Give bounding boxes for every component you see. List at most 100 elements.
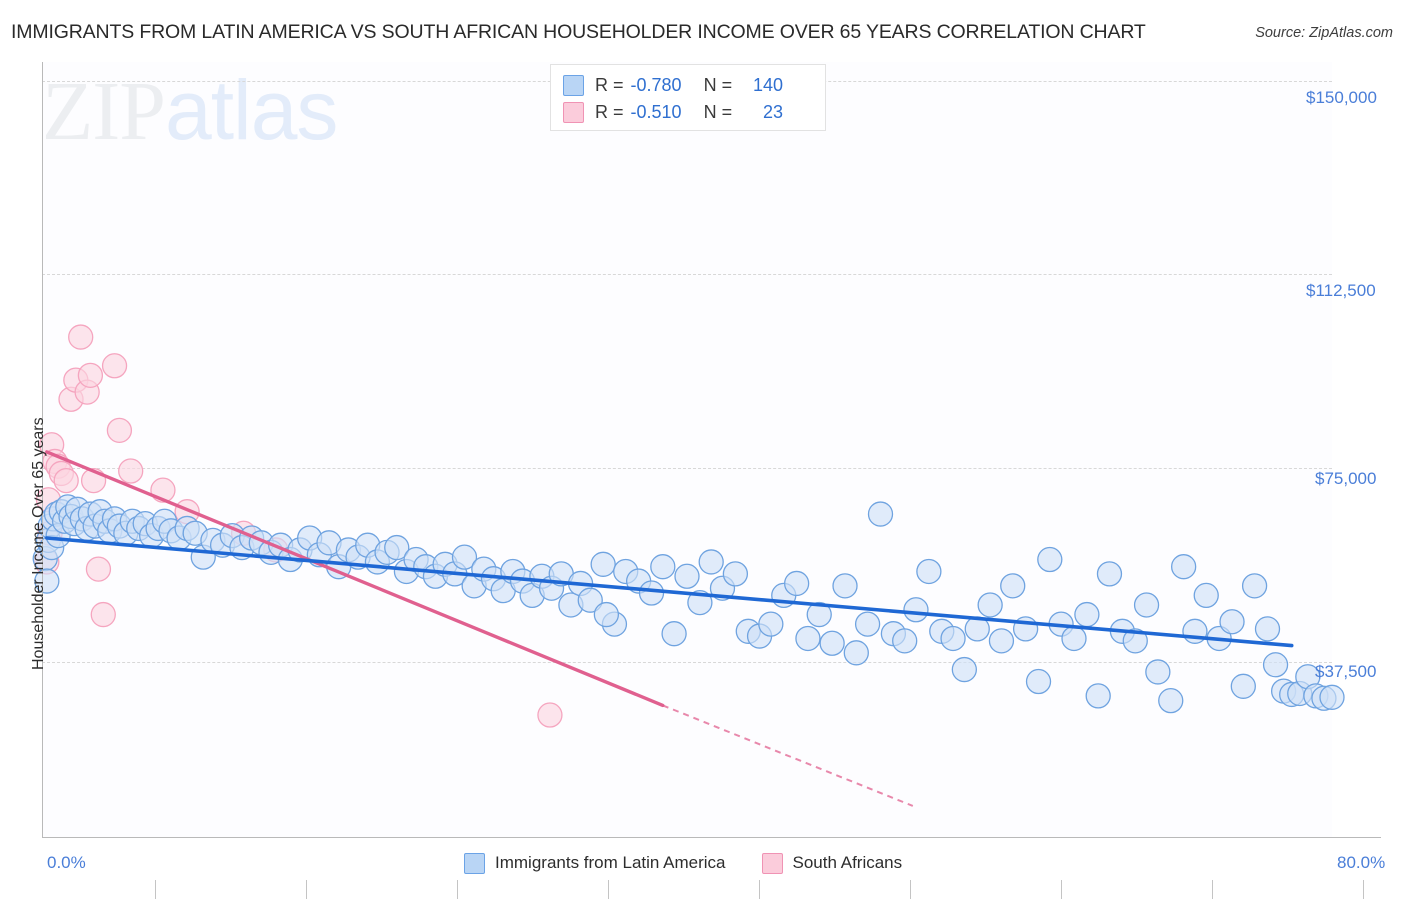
data-point [593,601,620,628]
data-point [638,580,665,606]
x-tick [1061,880,1062,899]
data-point [1262,652,1289,678]
legend-label-latin-america: Immigrants from Latin America [495,853,726,872]
data-point [722,561,749,587]
gridline-37500 [42,662,1332,663]
data-point [1171,554,1197,580]
data-point [1074,601,1100,628]
data-point [784,570,810,597]
legend-item-south-africans[interactable]: South Africans [761,852,903,874]
x-axis-line [42,837,1381,838]
data-point [577,587,603,613]
data-point [1254,616,1281,642]
x-tick [306,880,307,899]
legend-item-latin-america[interactable]: Immigrants from Latin America [464,852,726,874]
data-point [698,549,724,575]
data-point [758,611,784,637]
legend-swatch-blue-icon [464,852,485,874]
data-point [951,656,977,683]
r-value-south-africans: -0.510 [630,101,682,122]
x-tick [1363,880,1364,899]
x-tick-label-max: 80.0% [1337,853,1386,872]
trendline-latin-america [45,536,1294,648]
data-point [106,417,133,444]
y-axis-title: Householder Income Over 65 years [30,417,47,670]
data-point [1122,628,1148,654]
page-title: IMMIGRANTS FROM LATIN AMERICA VS SOUTH A… [11,21,1146,43]
x-tick [759,880,760,899]
data-point [1133,592,1160,618]
legend-label-south-africans: South Africans [792,853,903,872]
data-point [867,501,894,527]
r-value-latin-america: -0.780 [630,74,682,95]
n-value-south-africans: 23 [763,101,784,122]
data-point [854,611,881,637]
y-tick-label-112500: $112,500 [1306,281,1376,300]
data-point [1241,573,1268,599]
x-tick [457,880,458,899]
n-label: N = [703,74,733,95]
data-point [795,625,821,652]
data-point [1193,582,1219,609]
swatch-pink-icon [563,101,584,123]
data-point [1025,668,1052,695]
data-point [53,467,79,494]
data-point [1145,659,1171,685]
data-point [661,621,687,647]
data-point [674,563,700,589]
y-tick-label-150000: $150,000 [1306,88,1377,107]
gridline-75000 [42,468,1332,469]
data-point [101,353,128,379]
data-point [916,558,942,585]
data-point [892,628,918,654]
correlation-stats-box: R = -0.780 N = 140 R = -0.510 N = 23 [550,64,826,131]
data-point [1096,561,1123,587]
x-tick [155,880,156,899]
data-point [977,592,1003,618]
x-tick [608,880,609,899]
data-point [1061,625,1087,652]
x-tick [1212,880,1213,899]
data-point [819,630,845,656]
data-point [1319,684,1345,710]
stats-row-south-africans: R = -0.510 N = 23 [563,98,783,126]
data-point [451,544,478,570]
data-point [806,601,832,628]
r-label: R = [595,101,624,122]
data-point [384,534,410,561]
series-legend: Immigrants from Latin America South Afri… [464,851,938,875]
trendline-south-africans-extension [662,704,914,807]
data-point [1230,673,1256,699]
plot-area: ZIPatlas [32,62,1364,899]
data-point [940,625,966,652]
data-point [590,551,616,577]
data-point [90,601,116,628]
data-point [1085,683,1111,709]
data-point [988,628,1015,654]
x-tick [910,880,911,899]
gridline-112500 [42,274,1332,275]
data-point [1158,688,1184,714]
data-point [118,458,144,484]
data-point [843,640,869,666]
n-value-latin-america: 140 [753,74,784,95]
data-point [1219,609,1245,635]
plot-background [42,62,1332,837]
data-point [832,573,858,599]
y-tick-label-37500: $37,500 [1315,662,1377,681]
source-attribution: Source: ZipAtlas.com [1255,25,1393,41]
n-label: N = [703,101,733,122]
data-point [68,324,94,350]
scatter-canvas [32,324,1345,807]
data-point [903,597,929,623]
x-tick-label-min: 0.0% [47,853,86,872]
data-point [34,568,60,594]
swatch-blue-icon [563,74,584,96]
data-point [537,702,563,728]
data-point [650,554,676,580]
y-tick-label-75000: $75,000 [1315,469,1377,488]
y-axis-line [42,62,43,837]
stats-row-latin-america: R = -0.780 N = 140 [563,71,783,99]
r-label: R = [595,74,624,95]
